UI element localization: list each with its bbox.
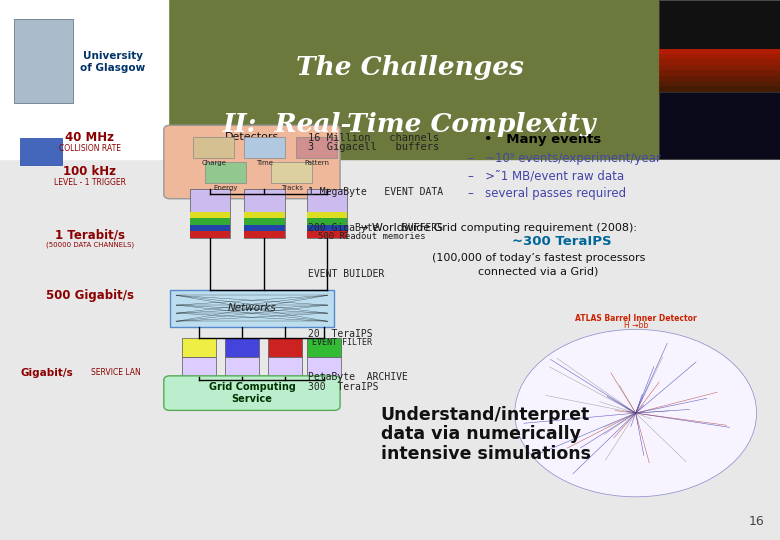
Text: 16: 16 <box>749 515 764 528</box>
Text: (50000 DATA CHANNELS): (50000 DATA CHANNELS) <box>46 241 133 248</box>
Text: 1 Terabit/s: 1 Terabit/s <box>55 228 125 241</box>
Text: 20  TeraIPS: 20 TeraIPS <box>308 329 373 339</box>
Bar <box>659 81 780 86</box>
Bar <box>659 59 780 65</box>
Text: ATLAS Barrel Inner Detector: ATLAS Barrel Inner Detector <box>575 314 697 323</box>
Text: 40 MHz: 40 MHz <box>66 131 114 144</box>
Bar <box>244 212 285 218</box>
Text: COLLISION RATE: COLLISION RATE <box>58 144 121 153</box>
Text: (100,000 of today’s fastest processors: (100,000 of today’s fastest processors <box>431 253 645 263</box>
Text: Tracks: Tracks <box>281 185 303 191</box>
Bar <box>190 212 230 218</box>
Text: EVENT FILTER: EVENT FILTER <box>312 339 372 347</box>
Bar <box>307 189 347 238</box>
Text: –   several passes required: – several passes required <box>468 187 626 200</box>
Bar <box>307 231 347 238</box>
Text: H →bb: H →bb <box>623 321 648 330</box>
Bar <box>271 162 312 183</box>
Text: Understand/interpret: Understand/interpret <box>381 406 590 424</box>
Text: intensive simulations: intensive simulations <box>381 444 590 463</box>
Circle shape <box>515 329 757 497</box>
Text: 1 MegaByte   EVENT DATA: 1 MegaByte EVENT DATA <box>308 187 443 197</box>
Bar <box>190 225 230 231</box>
Text: Grid Computing
Service: Grid Computing Service <box>208 382 296 404</box>
Text: –   ~10⁹ events/experiment/year: – ~10⁹ events/experiment/year <box>468 152 661 165</box>
Bar <box>244 225 285 231</box>
Bar <box>659 86 780 92</box>
Text: → Worldwide Grid computing requirement (2008):: → Worldwide Grid computing requirement (… <box>359 223 636 233</box>
Bar <box>190 231 230 238</box>
FancyBboxPatch shape <box>164 376 340 410</box>
Bar <box>244 218 285 225</box>
Bar <box>659 65 780 70</box>
Bar <box>225 338 259 357</box>
Text: University
of Glasgow: University of Glasgow <box>80 51 146 73</box>
Bar <box>244 189 285 238</box>
Bar <box>307 212 347 218</box>
Bar <box>244 231 285 238</box>
Text: 500 Readout memories: 500 Readout memories <box>318 232 426 241</box>
Bar <box>307 357 341 377</box>
Bar <box>182 338 216 357</box>
Bar <box>659 92 780 159</box>
Bar <box>268 357 302 377</box>
Text: •   Many events: • Many events <box>484 133 601 146</box>
Text: PetaByte  ARCHIVE: PetaByte ARCHIVE <box>308 372 408 382</box>
Text: Charge: Charge <box>201 160 226 166</box>
Bar <box>205 162 246 183</box>
Bar <box>659 70 780 76</box>
Text: Time: Time <box>256 160 273 166</box>
Text: II:  Real-Time Complexity: II: Real-Time Complexity <box>223 112 596 137</box>
FancyBboxPatch shape <box>164 125 340 199</box>
Bar <box>659 49 780 54</box>
Text: Networks: Networks <box>228 303 276 313</box>
Bar <box>170 290 334 327</box>
Bar <box>296 137 337 158</box>
Bar <box>244 137 285 158</box>
Bar <box>193 137 234 158</box>
Text: 16 Million   channels: 16 Million channels <box>308 133 439 143</box>
Bar <box>190 189 230 238</box>
Text: Energy: Energy <box>213 185 238 191</box>
Bar <box>190 218 230 225</box>
Bar <box>659 54 780 59</box>
Bar <box>182 357 216 377</box>
Text: 3  Gigacell   buffers: 3 Gigacell buffers <box>308 143 439 152</box>
Text: Pattern: Pattern <box>304 160 329 166</box>
Bar <box>307 338 341 357</box>
Text: data via numerically: data via numerically <box>381 425 580 443</box>
Text: LEVEL - 1 TRIGGER: LEVEL - 1 TRIGGER <box>54 178 126 187</box>
Bar <box>168 0 659 159</box>
Bar <box>268 338 302 357</box>
Bar <box>14 19 73 103</box>
Bar <box>307 218 347 225</box>
Text: –   >˜1 MB/event raw data: – >˜1 MB/event raw data <box>468 170 624 183</box>
Text: Detectors: Detectors <box>225 132 279 142</box>
Bar <box>659 0 780 92</box>
Text: ~300 TeraIPS: ~300 TeraIPS <box>512 235 612 248</box>
Text: SERVICE LAN: SERVICE LAN <box>90 368 140 377</box>
Bar <box>225 357 259 377</box>
Text: 500 Gigabit/s: 500 Gigabit/s <box>46 289 133 302</box>
Text: EVENT BUILDER: EVENT BUILDER <box>308 269 385 279</box>
Text: connected via a Grid): connected via a Grid) <box>478 266 598 276</box>
Text: Gigabit/s: Gigabit/s <box>20 368 73 377</box>
Text: The Challenges: The Challenges <box>296 55 523 80</box>
Text: 100 kHz: 100 kHz <box>63 165 116 178</box>
Bar <box>307 225 347 231</box>
Bar <box>0 0 168 159</box>
Bar <box>659 76 780 81</box>
Text: 200 GigaByte    BUFFERS: 200 GigaByte BUFFERS <box>308 223 443 233</box>
Bar <box>20 138 62 165</box>
Text: 300  TeraIPS: 300 TeraIPS <box>308 382 378 392</box>
